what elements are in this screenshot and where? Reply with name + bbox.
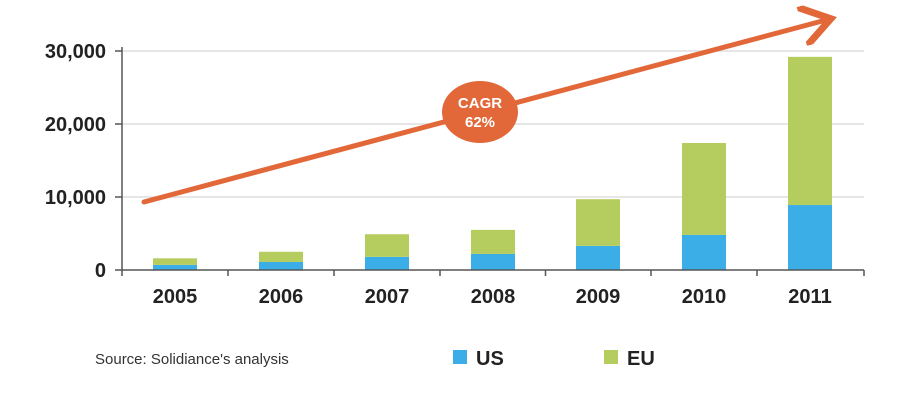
x-tick-label-2011: 2011 xyxy=(788,286,831,308)
x-tick-label-2005: 2005 xyxy=(153,286,198,308)
legend-swatch-eu xyxy=(604,350,618,364)
x-axis-tick-labels: 2005 2006 2007 2008 2009 2010 2011 xyxy=(153,286,832,308)
y-tick-label: 30,000 xyxy=(45,41,106,63)
bar-eu-2008 xyxy=(471,229,515,254)
x-tick-label-2010: 2010 xyxy=(682,286,727,308)
chart-footer: Source: Solidiance's analysis US EU xyxy=(95,348,655,370)
legend-label-eu: EU xyxy=(627,348,655,370)
cagr-value: 62% xyxy=(465,114,495,131)
bar-us-2009 xyxy=(576,245,620,270)
bar-us-2007 xyxy=(365,256,409,270)
legend-label-us: US xyxy=(476,348,504,370)
bar-eu-2007 xyxy=(365,234,409,257)
cagr-label: CAGR xyxy=(458,95,502,112)
bar-us-2008 xyxy=(471,253,515,270)
bar-us-2011 xyxy=(788,205,832,270)
x-tick-label-2007: 2007 xyxy=(365,286,410,308)
bar-eu-2009 xyxy=(576,199,620,246)
axes xyxy=(115,47,865,276)
bar-us-2006 xyxy=(259,261,303,270)
cagr-trend: CAGR 62% xyxy=(141,20,826,205)
cagr-badge xyxy=(442,81,518,143)
bar-us-2005 xyxy=(153,264,197,270)
x-tick-label-2008: 2008 xyxy=(471,286,516,308)
bar-us-2010 xyxy=(682,234,726,270)
legend-swatch-us xyxy=(453,350,467,364)
y-tick-label: 10,000 xyxy=(45,187,106,209)
x-tick-label-2006: 2006 xyxy=(259,286,304,308)
source-note: Source: Solidiance's analysis xyxy=(95,351,289,368)
y-tick-label: 20,000 xyxy=(45,114,106,136)
bars xyxy=(153,56,832,270)
y-tick-label: 0 xyxy=(95,260,106,282)
x-tick-label-2009: 2009 xyxy=(576,286,621,308)
bar-eu-2011 xyxy=(788,56,832,206)
y-axis-tick-labels: 0 10,000 20,000 30,000 xyxy=(45,41,106,282)
legend: US EU xyxy=(453,348,655,370)
bar-eu-2005 xyxy=(153,258,197,265)
bar-eu-2006 xyxy=(259,251,303,262)
bar-eu-2010 xyxy=(682,142,726,235)
